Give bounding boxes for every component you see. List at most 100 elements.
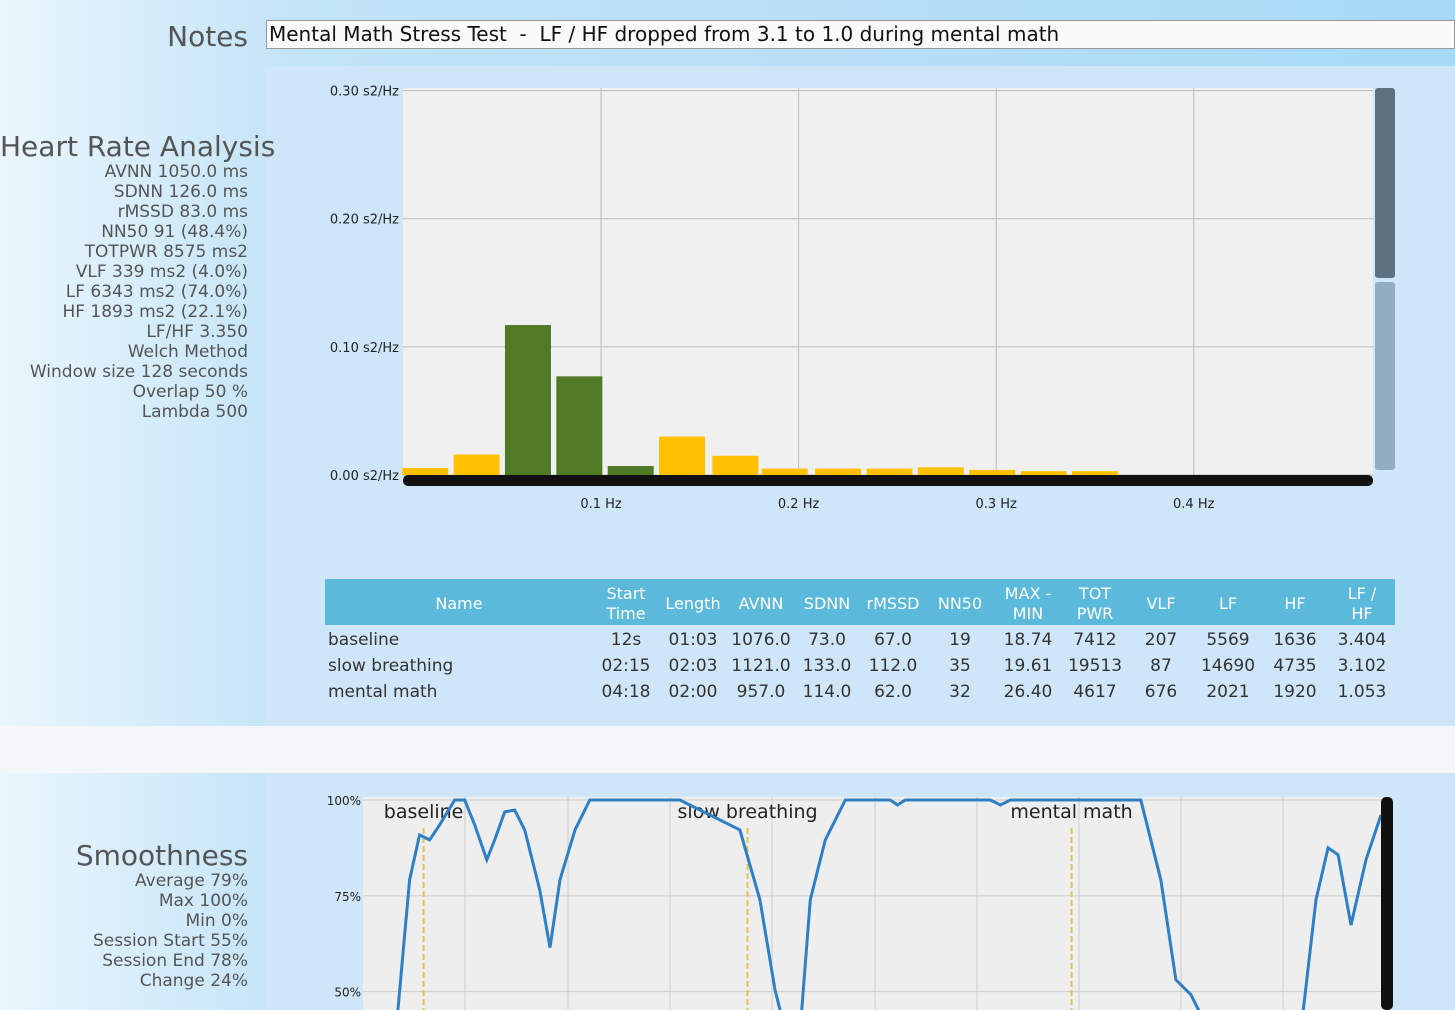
- table-cell: 1636: [1273, 630, 1317, 650]
- smoothness-vgrid: [464, 797, 1284, 1010]
- stat-line: HF 1893 ms2 (22.1%): [62, 302, 248, 322]
- x-tick-label: 0.4 Hz: [1173, 497, 1215, 512]
- y-tick-label: 75%: [334, 890, 361, 904]
- table-cell: 3.102: [1337, 656, 1387, 676]
- table-cell: 1121.0: [731, 656, 791, 676]
- stat-line: Session End 78%: [102, 951, 248, 971]
- smoothness-plot: [363, 797, 1385, 1010]
- table-cell: 1.053: [1337, 682, 1387, 702]
- stat-line: Window size 128 seconds: [29, 362, 248, 382]
- y-tick-label: 0.30 s2/Hz: [330, 85, 399, 100]
- table-cell: 1920: [1273, 682, 1317, 702]
- stat-line: Lambda 500: [141, 402, 248, 422]
- divider: [0, 726, 1455, 773]
- x-tick-label: 0.3 Hz: [975, 497, 1017, 512]
- stat-line: Change 24%: [139, 971, 248, 991]
- stat-line: LF 6343 ms2 (74.0%): [65, 282, 248, 302]
- smoothness-lines: Average 79% Max 100% Min 0% Session Start 5…: [0, 871, 248, 991]
- bar: [556, 376, 603, 475]
- bar: [659, 436, 706, 475]
- table-cell: 04:18: [601, 682, 651, 702]
- x-tick-label: 0.2 Hz: [778, 497, 820, 512]
- stat-line: Average 79%: [135, 871, 248, 891]
- stat-line: AVNN 1050.0 ms: [104, 162, 248, 182]
- table-cell: 5569: [1206, 630, 1250, 650]
- table-cell: 12s: [610, 630, 642, 650]
- y-tick-label: 100%: [327, 794, 361, 808]
- y-tick-label: 0.20 s2/Hz: [330, 213, 399, 228]
- marker-label: mental math: [1010, 801, 1132, 823]
- table-header: Start Time: [606, 584, 646, 623]
- table-cell: 35: [949, 656, 971, 676]
- table-cell: mental math: [328, 682, 438, 702]
- table-cell: 01:03: [668, 630, 718, 650]
- smoothness-title: Smoothness: [75, 839, 248, 872]
- table-cell: 112.0: [868, 656, 918, 676]
- table-cell: 133.0: [802, 656, 852, 676]
- table-cell: 02:15: [601, 656, 651, 676]
- bar: [712, 455, 759, 475]
- stat-line: Session Start 55%: [93, 931, 248, 951]
- stat-line: TOTPWR 8575 ms2: [84, 242, 248, 262]
- bar: [1020, 471, 1067, 475]
- y-scrollbar[interactable]: [1381, 797, 1393, 1010]
- table-header: Length: [665, 594, 721, 613]
- table-header: Name: [435, 594, 483, 613]
- y-tick-label: 0.10 s2/Hz: [330, 341, 399, 356]
- table-cell: 19.61: [1003, 656, 1053, 676]
- table-cell: 7412: [1073, 630, 1117, 650]
- stat-line: Overlap 50 %: [132, 382, 248, 402]
- table-cell: 02:03: [668, 656, 718, 676]
- line: [396, 798, 1383, 1010]
- table-cell: 02:00: [668, 682, 718, 702]
- table-cell: 62.0: [874, 682, 912, 702]
- bar: [402, 467, 449, 475]
- stat-line: rMSSD 83.0 ms: [117, 202, 248, 222]
- x-scrollbar[interactable]: [403, 475, 1373, 486]
- table-cell: 18.74: [1003, 630, 1053, 650]
- table-header: MAX - MIN: [1004, 584, 1052, 623]
- x-tick-label: 0.1 Hz: [580, 497, 622, 512]
- stat-line: SDNN 126.0 ms: [113, 182, 248, 202]
- table-cell: 207: [1144, 630, 1178, 650]
- table-cell: 4735: [1273, 656, 1317, 676]
- table-cell: 14690: [1200, 656, 1256, 676]
- zoom-in[interactable]: [1375, 88, 1395, 278]
- table-cell: 114.0: [802, 682, 852, 702]
- notes-label: Notes: [167, 20, 248, 53]
- table-cell: 2021: [1206, 682, 1250, 702]
- table-cell: slow breathing: [328, 656, 454, 676]
- bar: [607, 466, 654, 475]
- hra-lines: AVNN 1050.0 ms SDNN 126.0 ms rMSSD 83.0 ms…: [0, 162, 248, 422]
- table-cell: 26.40: [1003, 682, 1053, 702]
- table-cell: 87: [1150, 656, 1172, 676]
- stat-line: Welch Method: [127, 342, 248, 362]
- bar: [761, 468, 808, 475]
- notes-input[interactable]: Mental Math Stress Test - LF / HF droppe…: [266, 20, 1455, 49]
- stat-line: LF/HF 3.350: [146, 322, 248, 342]
- table-cell: 4617: [1073, 682, 1117, 702]
- bar: [917, 467, 964, 475]
- table-header: VLF: [1146, 594, 1176, 613]
- table-header: HF: [1284, 594, 1306, 613]
- table-cell: 19: [949, 630, 971, 650]
- table-header: SDNN: [803, 594, 851, 613]
- stat-line: Max 100%: [158, 891, 248, 911]
- bar: [969, 469, 1016, 475]
- table-header: TOT PWR: [1076, 584, 1114, 623]
- table-header: rMSSD: [866, 594, 920, 613]
- table-header-bg: [325, 579, 1395, 625]
- table-cell: baseline: [328, 630, 400, 650]
- table-header: LF / HF: [1347, 584, 1377, 623]
- hra-title: Heart Rate Analysis: [0, 130, 276, 163]
- bar: [504, 325, 551, 475]
- y-tick-label: 50%: [334, 986, 361, 1000]
- table-cell: 1076.0: [731, 630, 791, 650]
- bar: [453, 454, 500, 475]
- table-cell: 19513: [1067, 656, 1123, 676]
- stat-line: Min 0%: [185, 911, 248, 931]
- marker-label: slow breathing: [678, 801, 818, 823]
- zoom-out[interactable]: [1375, 282, 1395, 470]
